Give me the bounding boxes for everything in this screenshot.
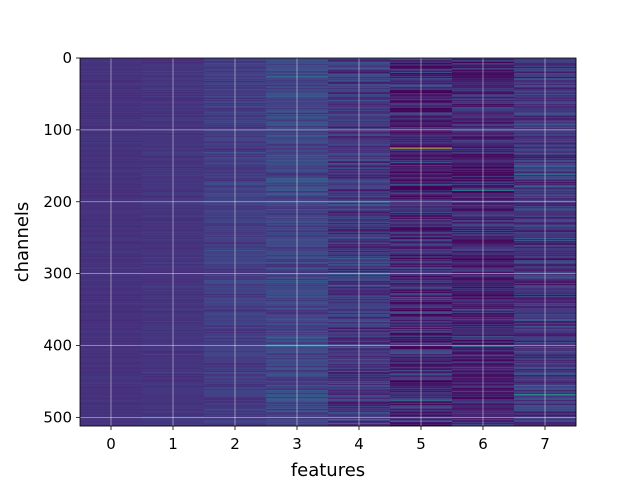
x-tick-label: 0	[106, 435, 116, 453]
plot-frame	[79, 57, 577, 427]
y-tick-label: 100	[43, 121, 72, 139]
y-tick-label: 300	[43, 265, 72, 283]
x-tick-label: 4	[354, 435, 364, 453]
x-tick-label: 6	[478, 435, 488, 453]
y-tick-label: 0	[62, 49, 72, 67]
heatmap-cells	[80, 58, 577, 427]
x-tick-label: 5	[416, 435, 426, 453]
axis-ticks: 0 1 2 3 4 5 6 7 0 100 200 300 400 500	[43, 49, 549, 453]
x-tick-label: 7	[540, 435, 550, 453]
x-axis-label: features	[291, 460, 365, 480]
x-tick-label: 3	[292, 435, 302, 453]
y-tick-label: 400	[43, 337, 72, 355]
x-tick-label: 2	[230, 435, 240, 453]
y-tick-label: 500	[43, 408, 72, 426]
y-axis-label: channels	[12, 202, 33, 283]
y-tick-label: 200	[43, 193, 72, 211]
x-tick-label: 1	[168, 435, 178, 453]
grid-lines	[80, 57, 576, 426]
